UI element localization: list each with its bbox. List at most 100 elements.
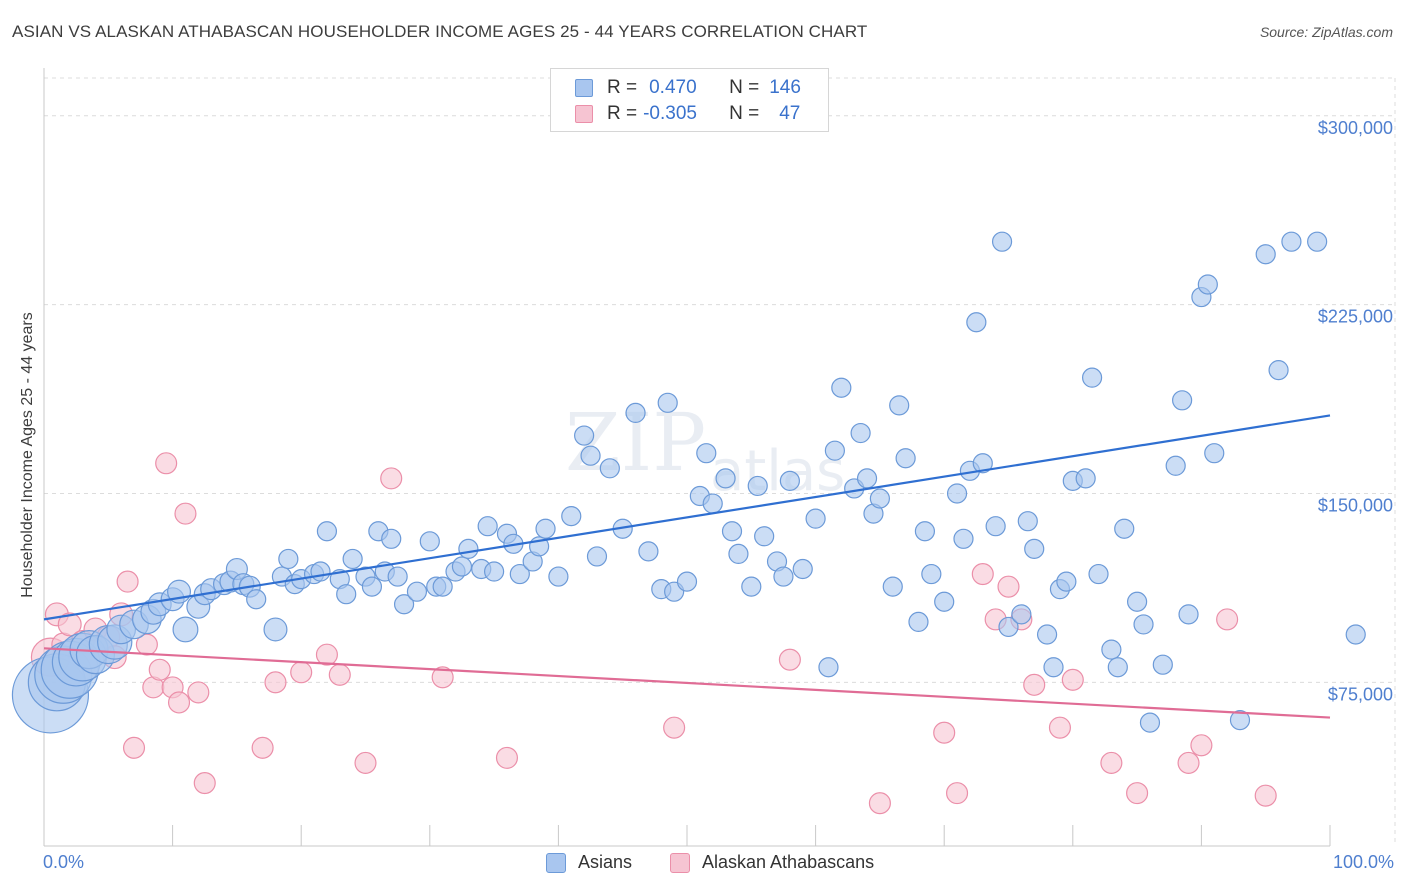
y-tick-label: $75,000 — [1328, 684, 1393, 704]
asian-point — [972, 453, 993, 474]
asian-point — [914, 521, 936, 542]
alaskan-point — [380, 467, 403, 490]
asian-point — [1345, 624, 1366, 645]
asian-point — [882, 576, 903, 597]
asian-point — [728, 543, 749, 565]
y-axis-label: Householder Income Ages 25 - 44 years — [19, 312, 36, 598]
asian-point — [895, 448, 916, 469]
alaskan-point — [778, 648, 801, 671]
asian-point — [509, 563, 530, 585]
asian-point — [1172, 390, 1193, 411]
asian-point — [1101, 639, 1122, 660]
asian-point — [599, 458, 620, 479]
legend-row-alaskan: R = -0.305 N = 47 — [575, 102, 800, 126]
asian-point — [1017, 511, 1038, 532]
series-swatch-asians — [546, 852, 566, 873]
asian-point — [361, 576, 383, 597]
asian-point — [1229, 709, 1251, 731]
x-tick-label-max: 100.0% — [1332, 852, 1394, 872]
asian-point — [1152, 654, 1173, 675]
alaskan-point — [328, 663, 351, 686]
alaskan-point — [997, 575, 1020, 598]
asian-point — [721, 521, 743, 542]
alaskan-point — [946, 782, 969, 805]
asian-point — [991, 231, 1013, 252]
asian-point — [263, 617, 288, 642]
x-tick-label-min: 0.0% — [43, 852, 85, 872]
asian-point — [381, 528, 402, 549]
alaskan-point — [264, 671, 287, 694]
trend-lines — [43, 414, 1331, 719]
series-legend: Asians Alaskan Athabascans — [0, 852, 1406, 878]
chart-title: ASIAN VS ALASKAN ATHABASCAN HOUSEHOLDER … — [12, 22, 868, 41]
asian-point — [387, 566, 408, 587]
asian-point — [1126, 591, 1148, 612]
alaskan-point — [868, 792, 891, 815]
legend-swatch-alaskan — [575, 105, 593, 123]
asian-point — [754, 526, 775, 547]
alaskan-point — [431, 666, 454, 689]
asian-point — [1056, 571, 1077, 592]
alaskan-point — [1216, 608, 1239, 631]
asian-point — [1204, 443, 1225, 464]
asian-point — [172, 616, 199, 643]
y-tick-label: $225,000 — [1318, 307, 1393, 327]
asian-point — [393, 594, 415, 615]
asian-point — [548, 566, 569, 587]
asian-point — [1139, 712, 1161, 733]
asian-point — [805, 508, 826, 529]
alaskan-point — [1254, 784, 1277, 807]
alaskan-point — [155, 452, 178, 475]
alaskan-trend-line — [43, 647, 1331, 719]
alaskan-point — [971, 563, 994, 586]
asian-point — [824, 440, 845, 461]
asian-point — [792, 558, 813, 580]
asian-point — [779, 470, 800, 491]
alaskan-point — [1061, 668, 1084, 691]
asian-point — [451, 556, 473, 577]
asian-point — [1165, 455, 1186, 476]
alaskan-point — [1100, 751, 1123, 774]
asian-point — [1043, 657, 1064, 678]
asian-point — [1178, 604, 1199, 625]
asian-point — [985, 516, 1006, 537]
legend-n-value: 47 — [779, 103, 801, 124]
legend-swatch-asians — [575, 79, 593, 97]
asian-point — [998, 616, 1019, 638]
alaskan-point — [148, 658, 171, 681]
alaskan-points — [30, 452, 1277, 815]
asian-point — [966, 312, 987, 333]
asian-point — [1075, 468, 1096, 489]
asian-point — [741, 576, 762, 597]
asian-point — [477, 516, 498, 537]
asian-point — [1114, 518, 1135, 539]
alaskan-point — [1126, 782, 1149, 805]
legend-n-label: N = — [729, 103, 760, 124]
alaskan-point — [187, 681, 210, 704]
source-label: Source: ZipAtlas.com — [1259, 24, 1393, 40]
alaskan-point — [174, 502, 197, 525]
asian-point — [246, 589, 267, 610]
series-swatch-alaskan — [670, 852, 690, 873]
asian-point — [336, 584, 357, 605]
asian-point — [773, 566, 794, 587]
asian-point — [1307, 231, 1328, 252]
series-legend-alaskan[interactable]: Alaskan Athabascans — [670, 852, 874, 873]
asian-point — [696, 443, 717, 464]
asian-point — [419, 531, 440, 552]
asian-point — [1036, 624, 1058, 645]
asian-point — [946, 483, 968, 504]
asian-point — [657, 392, 678, 413]
alaskan-point — [1048, 716, 1071, 739]
series-legend-asians[interactable]: Asians — [546, 852, 632, 873]
alaskan-point — [193, 771, 216, 795]
correlation-legend: R = 0.470 N = 146 R = -0.305 N = 47 — [550, 68, 829, 132]
legend-n-value: 146 — [769, 77, 801, 98]
asian-point — [316, 521, 338, 542]
alaskan-point — [116, 570, 139, 593]
legend-r-value: -0.305 — [643, 103, 697, 124]
series-label-asians: Asians — [578, 852, 633, 872]
alaskan-point — [933, 721, 956, 744]
legend-r-label: R = — [607, 103, 638, 124]
asian-point — [586, 546, 608, 567]
